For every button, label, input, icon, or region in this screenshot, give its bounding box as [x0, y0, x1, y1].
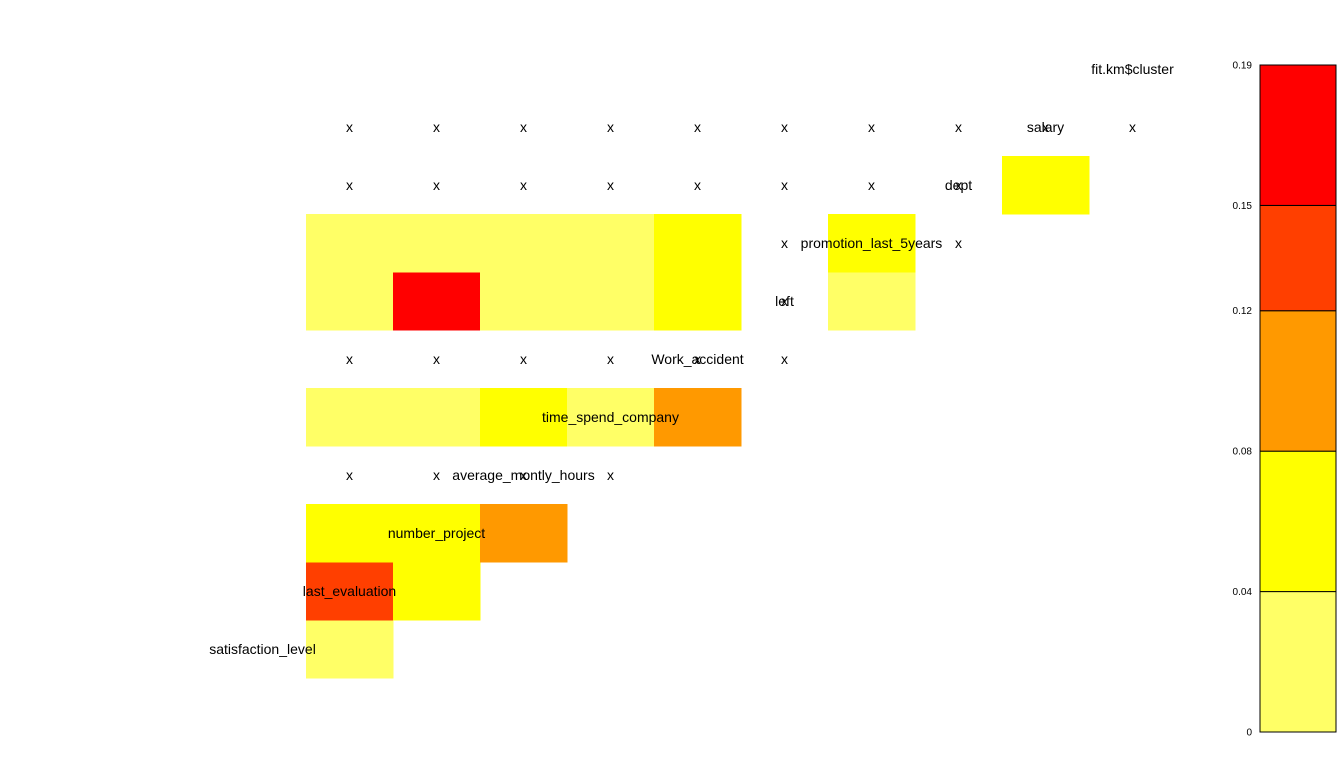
missing-mark: x [346, 351, 353, 367]
variable-label: last_evaluation [303, 583, 396, 599]
missing-mark: x [433, 119, 440, 135]
legend-tick-label: 0.15 [1233, 201, 1253, 212]
heatmap-cell [306, 504, 394, 563]
missing-mark: x [955, 235, 962, 251]
variable-label: dept [945, 177, 972, 193]
missing-mark: x [433, 177, 440, 193]
missing-mark: x [607, 467, 614, 483]
heatmap-cell [306, 214, 394, 273]
legend-swatch [1259, 204, 1337, 312]
missing-mark: x [607, 177, 614, 193]
missing-mark: x [346, 119, 353, 135]
heatmap-cell [393, 504, 481, 563]
missing-mark: x [607, 119, 614, 135]
heatmap-cell [654, 214, 742, 273]
variable-label: promotion_last_5years [801, 235, 943, 251]
variable-label: salary [1027, 119, 1064, 135]
heatmap-cell [480, 388, 568, 447]
missing-mark: x [346, 177, 353, 193]
heatmap-cell [306, 272, 394, 331]
missing-mark: x [433, 351, 440, 367]
missing-mark: x [1129, 119, 1136, 135]
variable-label: satisfaction_level [209, 641, 316, 657]
variable-label: Work_accident [651, 351, 743, 367]
legend-swatch [1259, 591, 1337, 733]
variable-label: average_montly_hours [452, 467, 594, 483]
legend-tick-label: 0 [1246, 728, 1252, 739]
color-legend: 0 0.04 0.08 0.12 0.15 0.19 [1233, 61, 1337, 739]
missing-mark: x [520, 119, 527, 135]
missing-mark: x [520, 177, 527, 193]
heatmap-cell [480, 272, 568, 331]
heatmap-cell [654, 272, 742, 331]
heatmap-cell [480, 214, 568, 273]
missing-mark: x [955, 119, 962, 135]
heatmap-cell [393, 562, 481, 621]
missing-mark: x [781, 119, 788, 135]
missing-mark: x [520, 351, 527, 367]
missing-mark: x [520, 467, 527, 483]
missing-mark: x [868, 119, 875, 135]
heatmap-missing-marks: x x x x x x x x x x x x x x x x x x x x x x x x x x x x x x x [346, 119, 1136, 483]
legend-tick-label: 0.08 [1233, 447, 1253, 458]
legend-swatch [1259, 450, 1337, 593]
heatmap-cells [306, 156, 1090, 679]
missing-mark: x [781, 235, 788, 251]
legend-tick-label: 0.19 [1233, 61, 1253, 72]
missing-mark: x [346, 467, 353, 483]
heatmap-cell [393, 388, 481, 447]
legend-swatch [1259, 64, 1337, 206]
missing-mark: x [694, 119, 701, 135]
variable-labels: satisfaction_level last_evaluation number_… [209, 61, 1174, 657]
legend-tick-label: 0.12 [1233, 306, 1253, 317]
heatmap-cell [306, 388, 394, 447]
missing-mark: x [433, 467, 440, 483]
heatmap-cell [567, 388, 655, 447]
missing-mark: x [781, 351, 788, 367]
missing-mark: x [781, 177, 788, 193]
heatmap-cell [828, 214, 916, 273]
heatmap-cell [480, 504, 568, 563]
legend-tick-label: 0.04 [1233, 587, 1253, 598]
heatmap-cell [567, 214, 655, 273]
missing-mark: x [955, 177, 962, 193]
heatmap-cell [654, 388, 742, 447]
missing-mark: x [694, 351, 701, 367]
missing-mark: x [781, 293, 788, 309]
heatmap-cell [306, 620, 394, 679]
heatmap-cell [828, 272, 916, 331]
variable-label: time_spend_company [542, 409, 679, 425]
variable-label: number_project [388, 525, 485, 541]
missing-mark: x [607, 351, 614, 367]
variable-label: fit.km$cluster [1091, 61, 1174, 77]
heatmap-cell [567, 272, 655, 331]
heatmap-cell [306, 562, 394, 621]
missing-mark: x [694, 177, 701, 193]
variable-label: left [775, 293, 794, 309]
heatmap-cell [393, 272, 481, 331]
heatmap-cell [1002, 156, 1090, 215]
missing-mark: x [1042, 119, 1049, 135]
missing-mark: x [868, 177, 875, 193]
legend-swatch [1259, 310, 1337, 452]
heatmap-cell [393, 214, 481, 273]
